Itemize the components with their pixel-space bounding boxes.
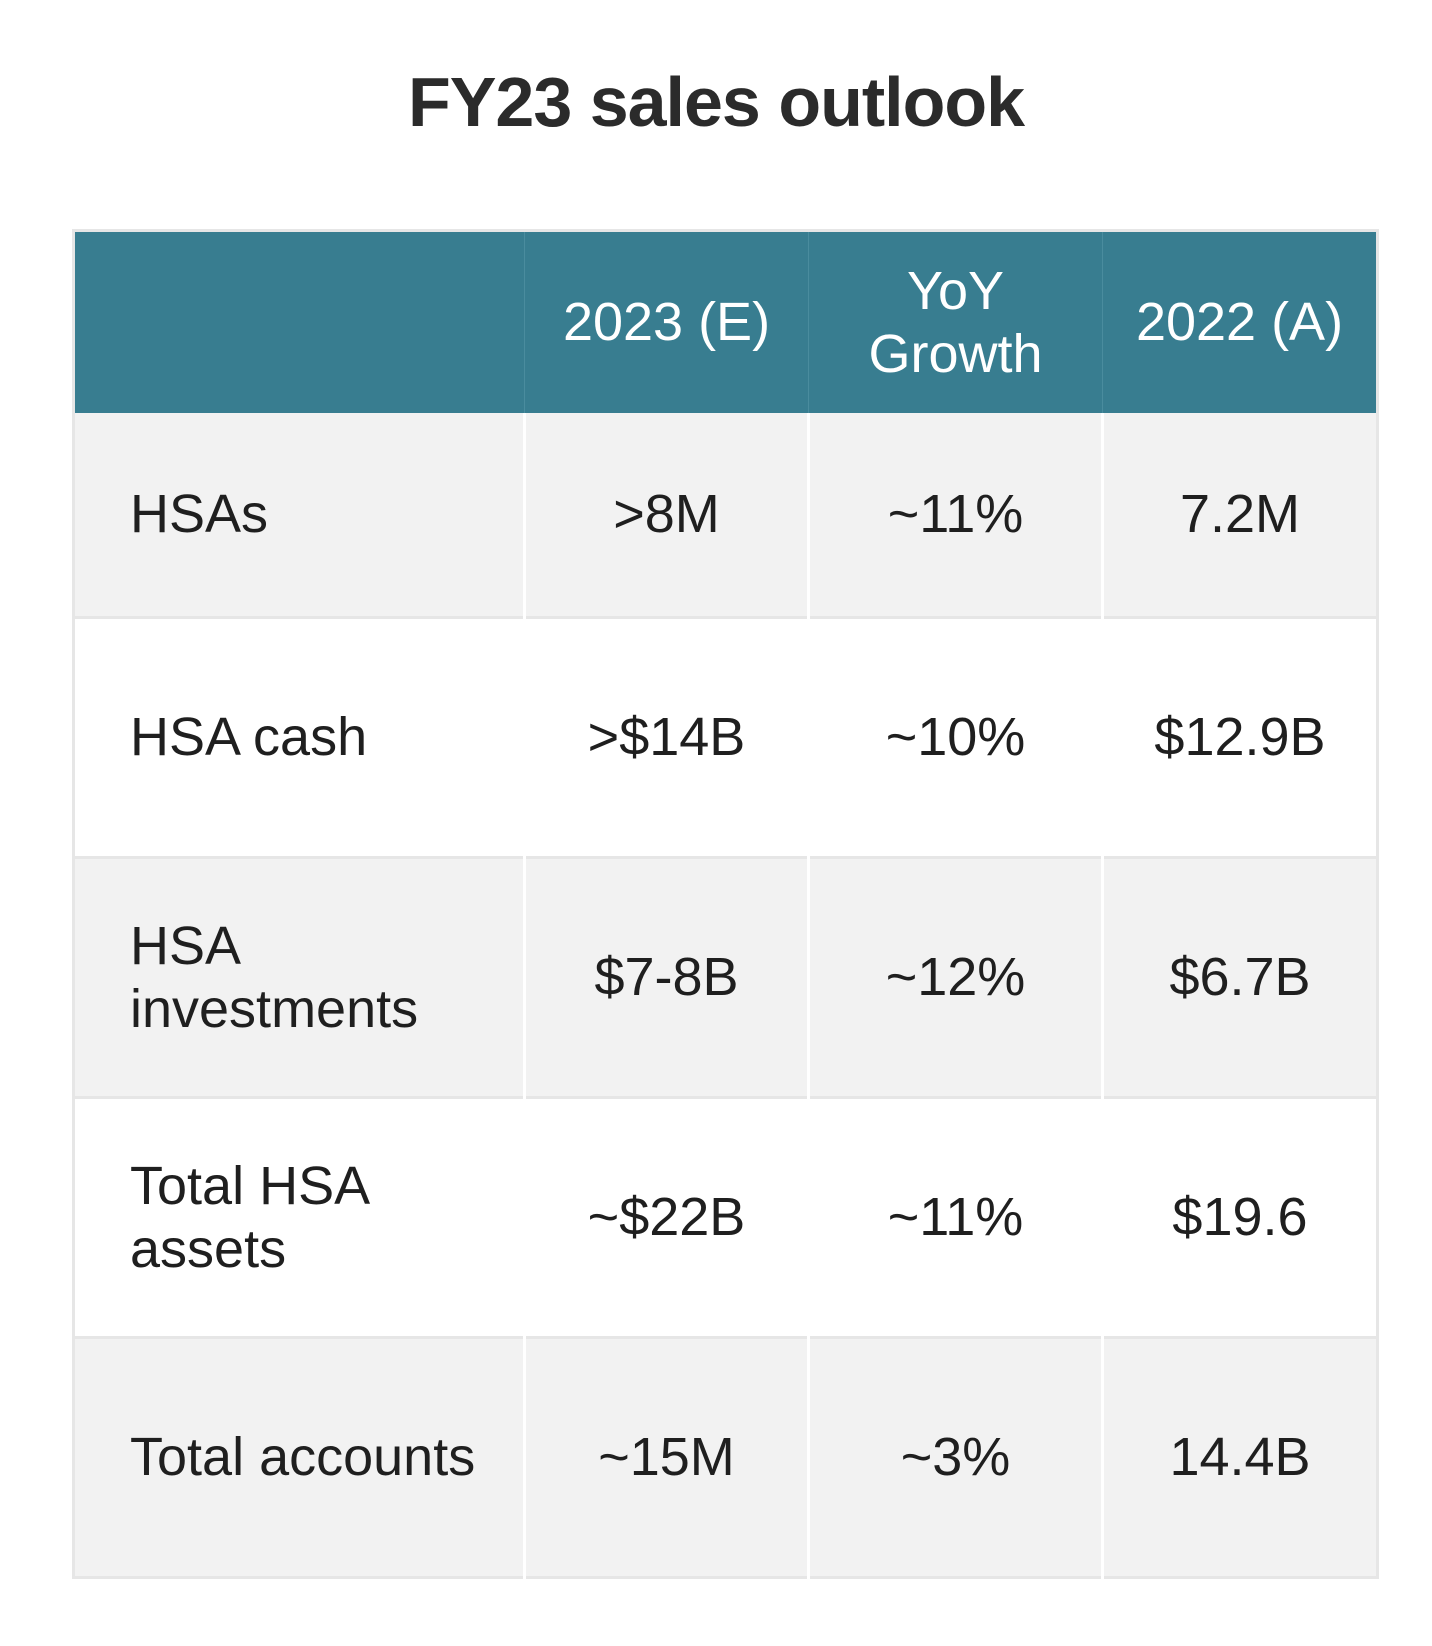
cell-yoy-growth: ~12% (807, 857, 1103, 1098)
cell-2022-a: 14.4B (1101, 1337, 1378, 1578)
table-row: HSA investments $7-8B ~12% $6.7B (73, 857, 1378, 1098)
outlook-table: 2023 (E) YoY Growth 2022 (A) HSAs >8M ~1… (72, 229, 1379, 1579)
header-row: 2023 (E) YoY Growth 2022 (A) (73, 230, 1378, 413)
cell-yoy-growth: ~11% (807, 413, 1103, 618)
table-row: HSA cash >$14B ~10% $12.9B (73, 617, 1378, 858)
cell-2022-a: $19.6 (1101, 1097, 1378, 1338)
cell-2023-e: >8M (523, 413, 809, 618)
table-row: Total accounts ~15M ~3% 14.4B (73, 1337, 1378, 1578)
cell-yoy-growth: ~11% (807, 1097, 1103, 1338)
cell-2022-a: $12.9B (1101, 617, 1378, 858)
row-label: HSAs (73, 413, 525, 618)
chart-title: FY23 sales outlook (407, 63, 1025, 141)
cell-2022-a: $6.7B (1101, 857, 1378, 1098)
cell-2023-e: >$14B (523, 617, 809, 858)
header-cell-blank (73, 230, 525, 413)
row-label: HSA investments (73, 857, 525, 1098)
cell-2023-e: ~15M (523, 1337, 809, 1578)
cell-yoy-growth: ~10% (807, 617, 1103, 858)
cell-yoy-growth: ~3% (807, 1337, 1103, 1578)
header-cell-2022-a: 2022 (A) (1102, 230, 1378, 413)
cell-2022-a: 7.2M (1101, 413, 1378, 618)
cell-2023-e: ~$22B (523, 1097, 809, 1338)
cell-2023-e: $7-8B (523, 857, 809, 1098)
row-label: Total HSA assets (73, 1097, 525, 1338)
header-cell-yoy-growth: YoY Growth (808, 230, 1103, 413)
table-row: Total HSA assets ~$22B ~11% $19.6 (73, 1097, 1378, 1338)
row-label: HSA cash (73, 617, 525, 858)
header-cell-2023-e: 2023 (E) (524, 230, 809, 413)
table-row: HSAs >8M ~11% 7.2M (73, 413, 1378, 618)
row-label: Total accounts (73, 1337, 525, 1578)
